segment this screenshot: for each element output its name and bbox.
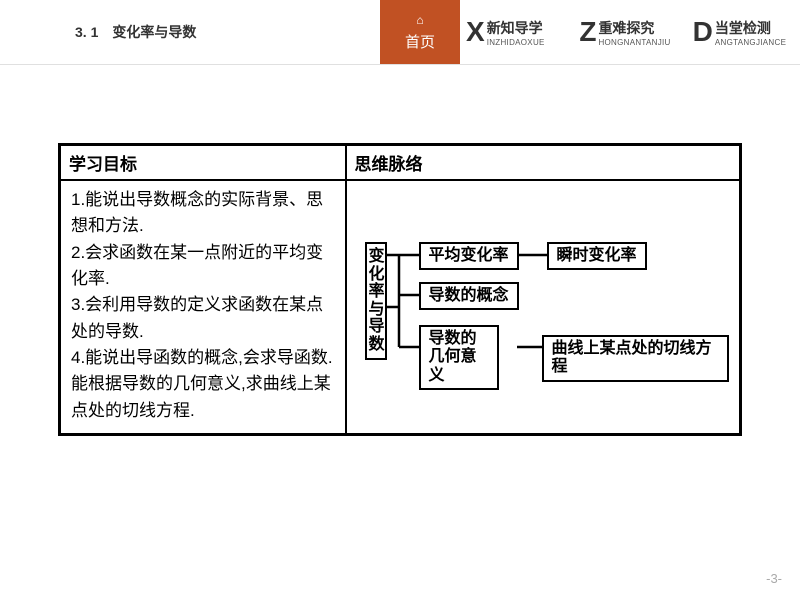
th-goals: 学习目标 xyxy=(60,145,346,181)
goal-item: 1.能说出导数概念的实际背景、思想和方法. xyxy=(71,187,335,240)
node-inst: 瞬时变化率 xyxy=(547,242,647,270)
tab-home-label: 首页 xyxy=(405,31,435,52)
tab-letter: X xyxy=(466,18,485,46)
tab-en: HONGNANTANJIU xyxy=(598,38,670,47)
tab-home[interactable]: ⌂ 首页 xyxy=(380,0,460,64)
tab-zhongnan[interactable]: Z 重难探究 HONGNANTANJIU xyxy=(573,18,686,47)
tab-zh: 当堂检测 xyxy=(715,18,786,38)
main-table: 学习目标 思维脉络 1.能说出导数概念的实际背景、思想和方法. 2.会求函数在某… xyxy=(58,143,742,436)
td-goals: 1.能说出导数概念的实际背景、思想和方法. 2.会求函数在某一点附近的平均变化率… xyxy=(60,180,346,435)
node-geom: 导数的几何意义 xyxy=(419,325,499,390)
node-concept: 导数的概念 xyxy=(419,282,519,310)
tab-xinzhi[interactable]: X 新知导学 INZHIDAOXUE xyxy=(460,18,573,47)
goal-item: 4.能说出导函数的概念,会求导函数.能根据导数的几何意义,求曲线上某点处的切线方… xyxy=(71,345,335,424)
tab-dangtang[interactable]: D 当堂检测 ANGTANGJIANCE xyxy=(687,18,800,47)
goal-item: 3.会利用导数的定义求函数在某点处的导数. xyxy=(71,292,335,345)
goal-item: 2.会求函数在某一点附近的平均变化率. xyxy=(71,240,335,293)
content: 学习目标 思维脉络 1.能说出导数概念的实际背景、思想和方法. 2.会求函数在某… xyxy=(0,65,800,436)
tab-letter: D xyxy=(693,18,713,46)
goals-list: 1.能说出导数概念的实际背景、思想和方法. 2.会求函数在某一点附近的平均变化率… xyxy=(71,187,335,424)
section-title: 3. 1 变化率与导数 xyxy=(75,22,196,42)
diagram-lines xyxy=(357,187,729,427)
tab-letter: Z xyxy=(579,18,596,46)
top-bar: 3. 1 变化率与导数 ⌂ 首页 X 新知导学 INZHIDAOXUE Z 重难… xyxy=(0,0,800,65)
tab-en: INZHIDAOXUE xyxy=(487,38,545,47)
page-number: -3- xyxy=(766,571,782,586)
node-avg: 平均变化率 xyxy=(419,242,519,270)
nav-tabs: X 新知导学 INZHIDAOXUE Z 重难探究 HONGNANTANJIU … xyxy=(460,0,800,64)
section-title-area: 3. 1 变化率与导数 xyxy=(0,0,380,64)
mindmap-diagram: 变化率与导数 平均变化率 瞬时变化率 导数的概念 导数的几何意义 曲线上某点处的… xyxy=(357,187,729,427)
th-mindmap: 思维脉络 xyxy=(346,145,741,181)
home-icon: ⌂ xyxy=(416,13,423,27)
node-root: 变化率与导数 xyxy=(365,242,387,360)
td-mindmap: 变化率与导数 平均变化率 瞬时变化率 导数的概念 导数的几何意义 曲线上某点处的… xyxy=(346,180,741,435)
node-tangent: 曲线上某点处的切线方程 xyxy=(542,335,729,382)
tab-zh: 重难探究 xyxy=(598,18,670,38)
tab-en: ANGTANGJIANCE xyxy=(715,38,786,47)
tab-zh: 新知导学 xyxy=(487,18,545,38)
